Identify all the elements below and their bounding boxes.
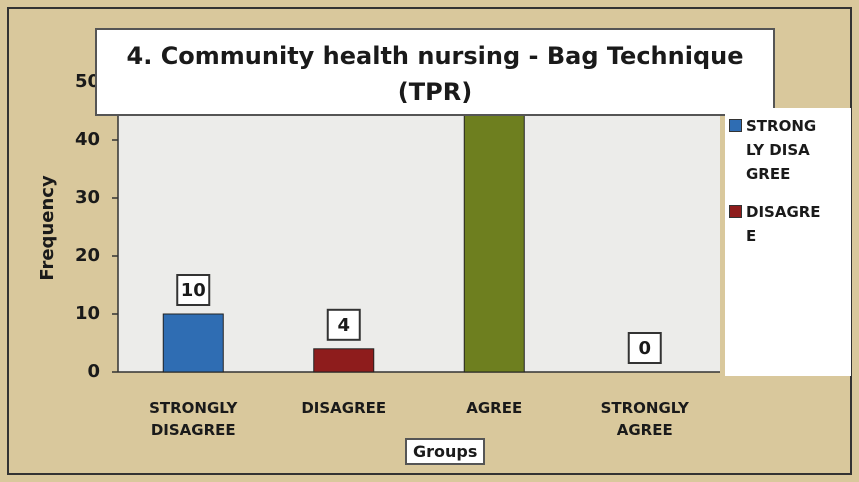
- x-tick-label: STRONGLY DISAGREE: [149, 399, 238, 439]
- bar: [463, 104, 525, 373]
- value-label: 4: [337, 315, 350, 336]
- value-label-box: [176, 274, 211, 306]
- x-tick-label: STRONGLY AGREE: [600, 399, 689, 439]
- legend: STRONGLY DISAGREE DISAGREE: [725, 108, 851, 376]
- frame: [7, 7, 852, 475]
- legend-swatch: [729, 119, 742, 132]
- x-tick-label: DISAGREE: [301, 399, 387, 417]
- y-tick-label: 40: [75, 129, 100, 150]
- y-tick-label: 0: [87, 361, 100, 382]
- y-tick-label: 30: [75, 187, 100, 208]
- value-label-box: [326, 308, 361, 341]
- legend-item: STRONGLY DISAGREE: [729, 114, 847, 186]
- chart-title: 4. Community health nursing - Bag Techni…: [95, 28, 775, 116]
- y-axis-label: Frequency: [37, 175, 58, 281]
- value-label: 10: [181, 280, 206, 301]
- value-label-box: [627, 332, 662, 364]
- legend-swatch: [729, 205, 742, 218]
- bar: [162, 313, 224, 373]
- legend-label: STRONGLY DISAGREE: [746, 117, 817, 183]
- legend-item: DISAGREE: [729, 200, 847, 248]
- x-tick-label: AGREE: [466, 399, 523, 417]
- value-label: 0: [638, 338, 651, 359]
- y-tick-label: 50: [75, 71, 100, 92]
- y-tick-label: 20: [75, 245, 100, 266]
- legend-label: DISAGREE: [746, 203, 821, 245]
- y-tick-label: 10: [75, 303, 100, 324]
- x-axis-label: Groups: [405, 438, 486, 465]
- bar: [313, 348, 375, 373]
